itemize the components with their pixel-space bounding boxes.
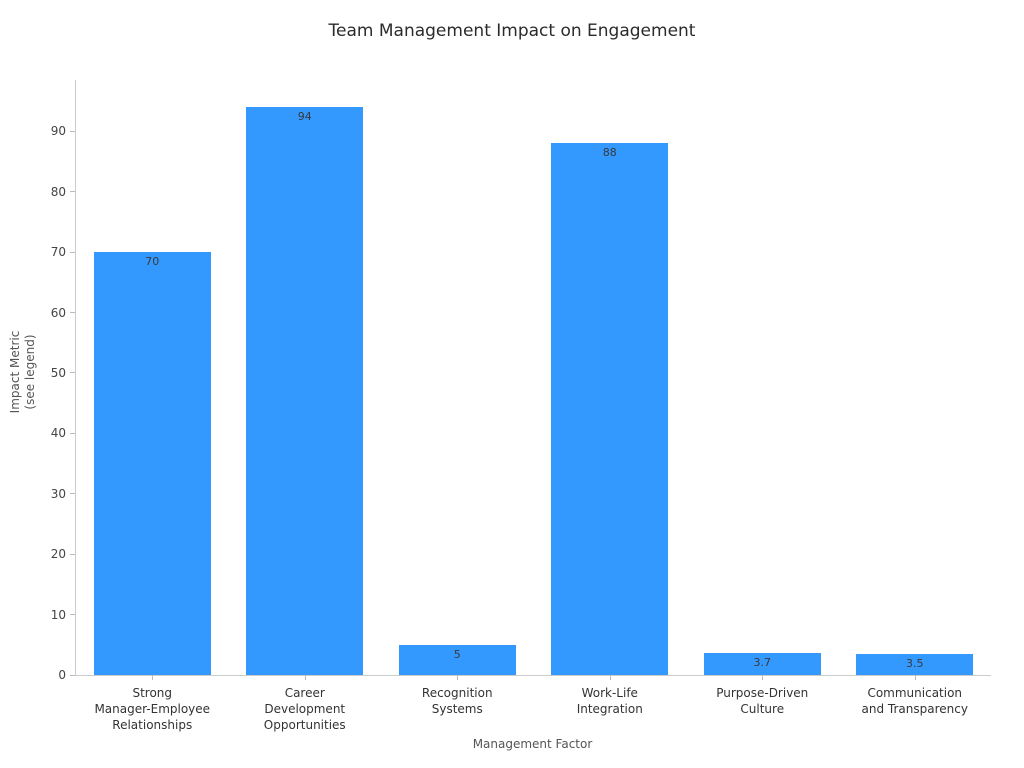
y-axis-title-line: Impact Metric (8, 330, 22, 414)
y-tick-mark (70, 372, 75, 374)
y-tick-mark (70, 312, 75, 314)
y-tick-label: 90 (50, 124, 66, 139)
x-category-label-line: Systems (431, 702, 483, 716)
x-category-label-line: Culture (740, 702, 785, 716)
x-tick-mark (457, 675, 459, 680)
y-tick-label: 30 (50, 486, 66, 501)
y-tick-label: 60 (50, 305, 66, 320)
x-category-label-line: Communication (867, 686, 963, 700)
x-category-label-line: Work-Life (581, 686, 638, 700)
x-category-label-line: and Transparency (861, 702, 968, 716)
y-axis-title-line: (see legend) (23, 334, 37, 410)
x-category-label: Work-Life Integration (534, 685, 687, 717)
x-category-label-line: Career (284, 686, 325, 700)
bar: 70 (93, 252, 211, 675)
x-category-label-line: Relationships (112, 718, 193, 732)
y-tick-mark (70, 614, 75, 616)
x-category-label: Career Development Opportunities (229, 685, 382, 733)
x-category-label-line: Strong (132, 686, 173, 700)
bar: 88 (551, 143, 669, 675)
plot-area: 0 10 20 30 40 50 60 70 80 90 70 Strong Manager-Emplo… (51, 80, 991, 732)
x-category-label: Communication and Transparency (839, 685, 992, 717)
bar-value-label: 94 (297, 110, 312, 124)
y-axis-title: Impact Metric (see legend) (8, 331, 38, 414)
chart-title: Team Management Impact on Engagement (328, 21, 696, 41)
x-tick-mark (609, 675, 611, 680)
y-tick-label: 40 (50, 426, 66, 441)
x-category-label-line: Recognition (421, 686, 493, 700)
y-tick-mark (70, 432, 75, 434)
x-tick-mark (152, 675, 154, 680)
bar-value-label: 3.7 (753, 655, 772, 669)
x-category-label-line: Development (264, 702, 346, 716)
y-tick-mark (70, 191, 75, 193)
x-tick-mark (304, 675, 306, 680)
y-tick-label: 10 (50, 607, 66, 622)
bar-value-label: 70 (145, 255, 160, 269)
bar-value-label: 5 (453, 647, 461, 661)
y-tick-mark (70, 130, 75, 132)
y-tick-label: 80 (50, 184, 66, 199)
x-category-label-line: Integration (576, 702, 643, 716)
y-tick-mark (70, 493, 75, 495)
x-category-label-line: Purpose-Driven (716, 686, 809, 700)
x-tick-mark (762, 675, 764, 680)
x-category-label: Recognition Systems (381, 685, 534, 717)
x-category-label: Strong Manager-Employee Relationships (76, 685, 229, 733)
x-category-label-line: Manager-Employee (94, 702, 211, 716)
bar: 5 (398, 644, 516, 675)
y-tick-mark (70, 553, 75, 555)
x-tick-mark (914, 675, 916, 680)
y-tick-label: 20 (50, 547, 66, 562)
y-tick-mark (70, 674, 75, 676)
y-tick-label: 70 (50, 245, 66, 260)
bar: 3.5 (856, 653, 974, 675)
y-tick-label: 50 (50, 365, 66, 380)
x-category-label: Purpose-Driven Culture (686, 685, 839, 717)
x-category-label-line: Opportunities (263, 718, 346, 732)
bar-value-label: 88 (602, 146, 617, 160)
bar: 3.7 (703, 652, 821, 675)
y-tick-label: 0 (58, 668, 66, 682)
y-tick-mark (70, 251, 75, 253)
bar-value-label: 3.5 (906, 656, 924, 670)
bar: 94 (246, 107, 364, 675)
x-axis-title: Management Factor (472, 737, 593, 751)
